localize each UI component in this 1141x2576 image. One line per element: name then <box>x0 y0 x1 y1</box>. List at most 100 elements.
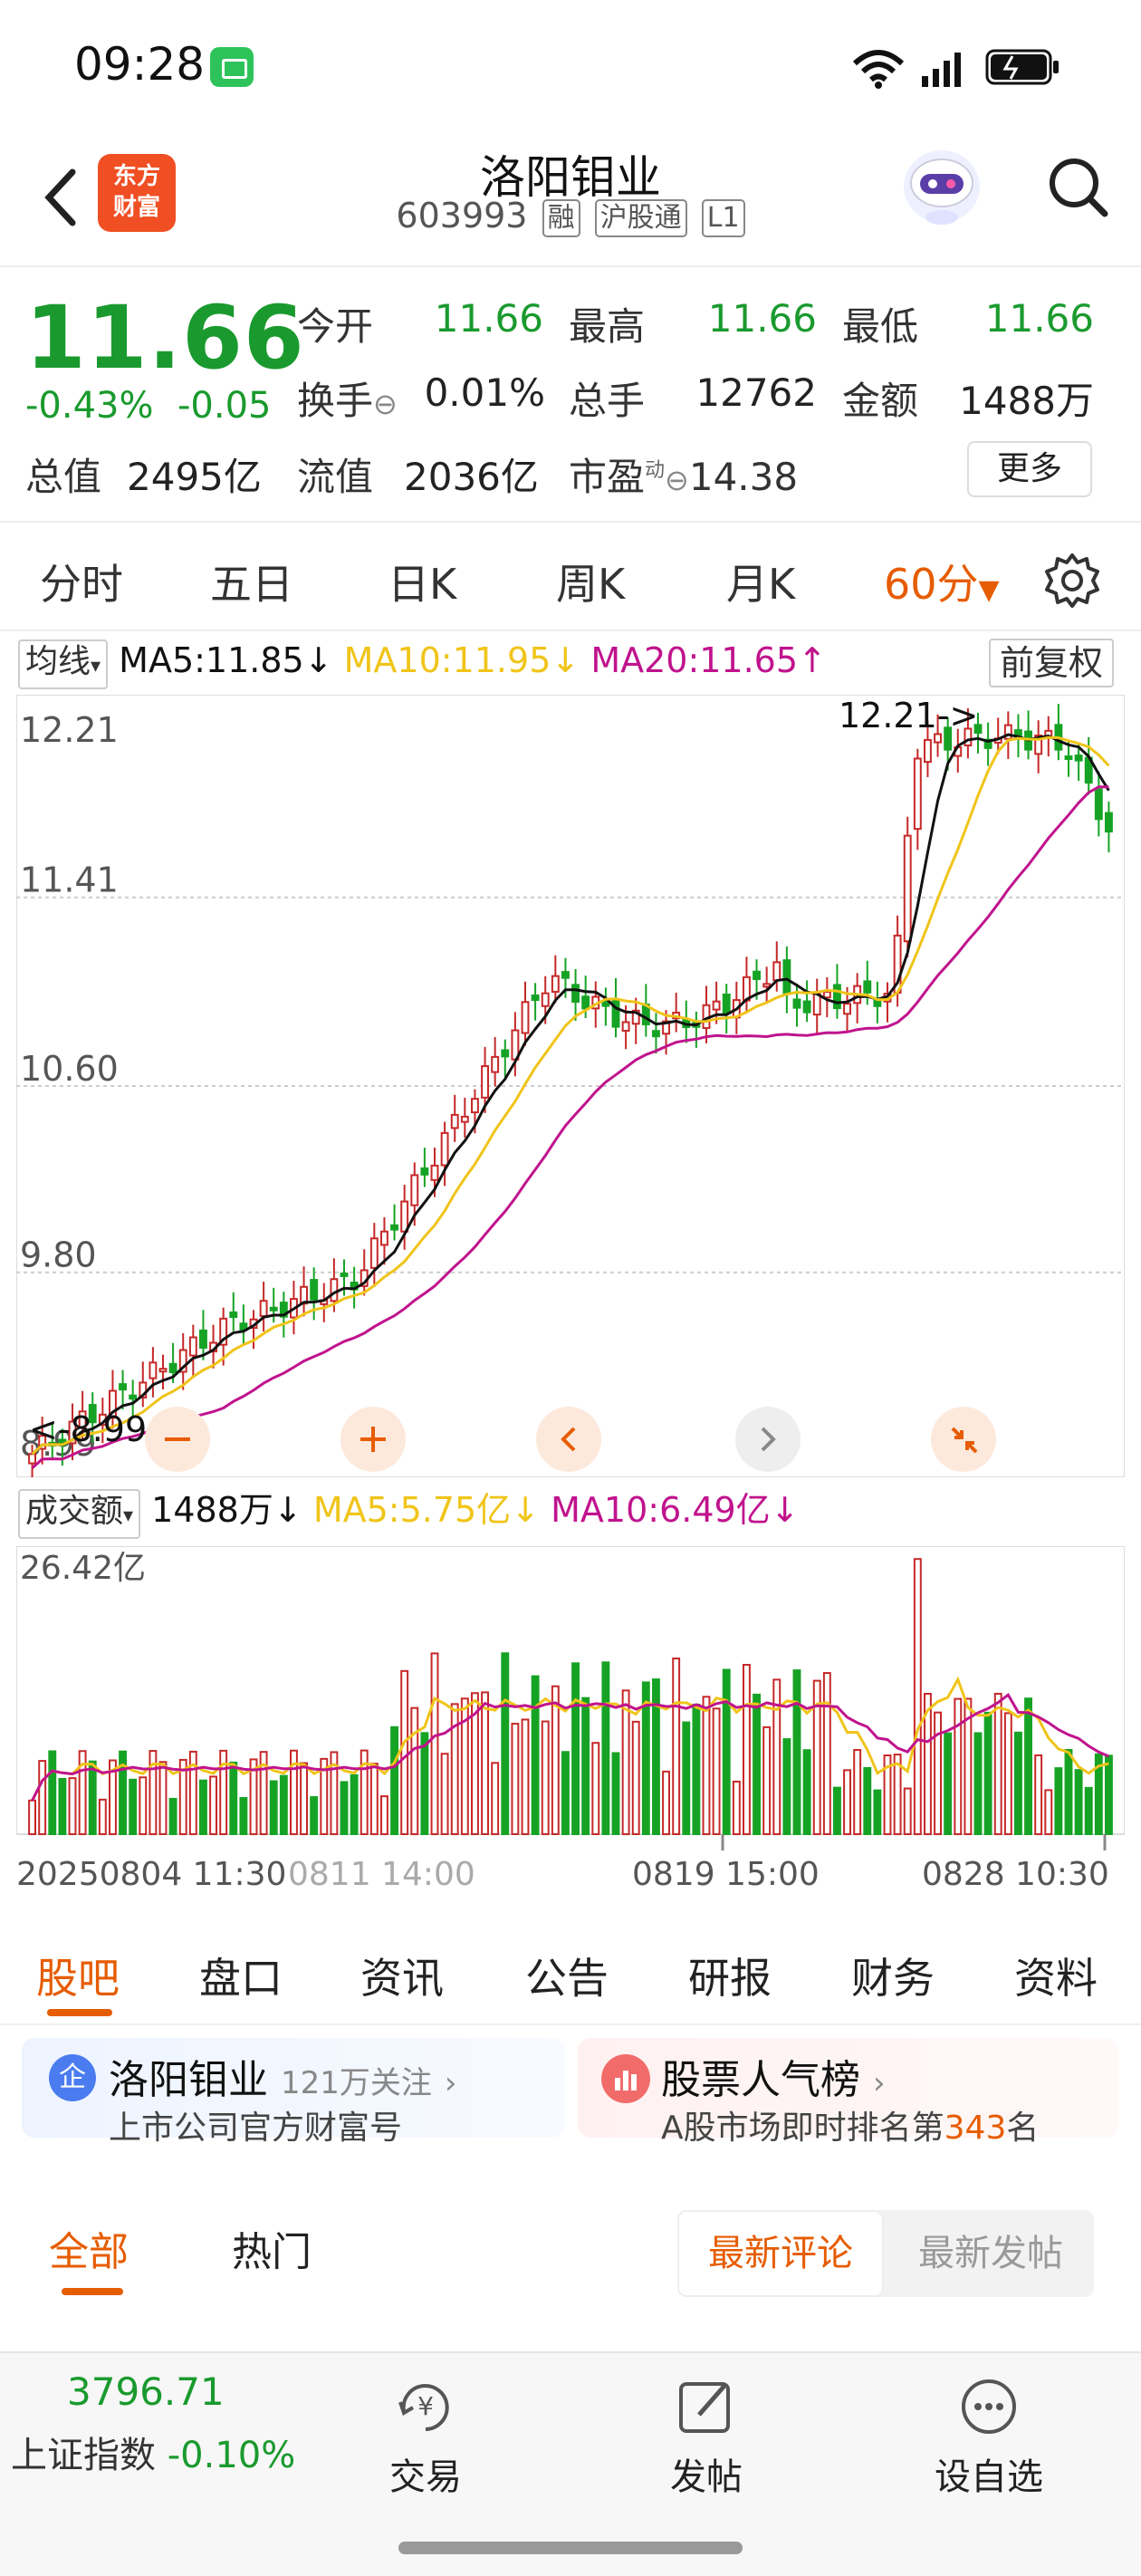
info-icon[interactable]: ⊖ <box>373 387 398 421</box>
candle-body <box>541 992 550 1007</box>
volume-bar <box>843 1769 851 1835</box>
volume-bar <box>168 1797 177 1835</box>
add-watchlist-button[interactable]: 设自选 <box>898 2375 1079 2500</box>
tab-news[interactable]: 资讯 <box>360 1954 444 2003</box>
filter-all[interactable]: 全部 <box>49 2229 129 2275</box>
volume-legend: 成交额▾ 1488万↓ MA5:5.75亿↓ MA10:6.49亿↓ <box>18 1483 800 1539</box>
ma-dropdown[interactable]: 均线▾ <box>18 639 109 689</box>
chevron-right-icon: › <box>444 2065 457 2101</box>
post-button[interactable]: 发帖 <box>616 2375 797 2500</box>
company-card[interactable]: 企 洛阳钼业 121万关注 › 上市公司官方财富号 <box>22 2038 565 2147</box>
y-tick-label: 10.60 <box>20 1049 119 1089</box>
tab-monthly-k[interactable]: 月K <box>726 560 796 609</box>
sort-latest-post[interactable]: 最新发帖 <box>918 2233 1063 2274</box>
candle-body <box>1003 724 1012 740</box>
scroll-left-icon[interactable] <box>534 1405 603 1474</box>
scroll-right-icon[interactable] <box>734 1405 802 1474</box>
volume-bar <box>450 1703 459 1835</box>
chevron-down-icon: ▼ <box>978 574 1000 606</box>
volume-bar <box>973 1732 983 1835</box>
tab-finance[interactable]: 财务 <box>851 1954 935 2003</box>
candle-body <box>229 1311 238 1319</box>
volume-bar <box>762 1725 772 1835</box>
ranking-chart-icon <box>601 2054 650 2103</box>
back-arrow-icon[interactable] <box>36 161 91 234</box>
tab-guba[interactable]: 股吧 <box>36 1954 120 2003</box>
more-button[interactable]: 更多 <box>967 441 1092 497</box>
tab-five-day[interactable]: 五日 <box>210 560 293 609</box>
volume-bar <box>581 1697 590 1835</box>
turnover-value: 0.01% <box>424 370 545 415</box>
candle-body <box>199 1329 207 1349</box>
search-icon[interactable] <box>1041 150 1114 223</box>
volume-bar <box>743 1664 751 1835</box>
trade-label: 交易 <box>389 2456 462 2498</box>
index-value[interactable]: 3796.71 <box>67 2369 225 2414</box>
candle-body <box>1064 755 1073 761</box>
volume-bar <box>1024 1697 1032 1835</box>
zoom-in-icon[interactable] <box>339 1405 408 1474</box>
logo-line2: 财富 <box>112 194 160 221</box>
signal-icon <box>922 53 961 87</box>
amount-value: 1488万 <box>959 379 1094 423</box>
index-name[interactable]: 上证指数 -0.10% <box>11 2426 295 2478</box>
candle-body <box>934 733 942 744</box>
volume-current: 1488万↓ <box>151 1490 302 1530</box>
volume-bar <box>28 1799 36 1835</box>
volume-bar <box>722 1668 731 1835</box>
volume-bar <box>239 1796 248 1836</box>
volume-bar <box>792 1669 801 1835</box>
volume-value: 12762 <box>695 370 817 415</box>
tab-intraday[interactable]: 分时 <box>40 560 123 609</box>
candle-body <box>149 1361 158 1379</box>
volume-dropdown[interactable]: 成交额▾ <box>18 1489 141 1539</box>
volume-bar <box>420 1732 429 1835</box>
stock-name: 洛阳钼业 <box>480 151 661 204</box>
low-value: 11.66 <box>984 296 1094 341</box>
period-tabs: 分时 五日 日K 周K 月K 60分▼ <box>0 524 1141 631</box>
volume-bar <box>501 1652 510 1835</box>
sort-latest-comment[interactable]: 最新评论 <box>677 2210 884 2297</box>
high-label: 最高 <box>569 304 646 349</box>
candle-body <box>109 1389 117 1419</box>
candle-body <box>722 993 731 1014</box>
zoom-out-button[interactable] <box>143 1405 212 1474</box>
popularity-card[interactable]: 股票人气榜 › A股市场即时排名第343名 <box>578 2038 1119 2147</box>
volume-bar <box>531 1675 540 1835</box>
volume-bar <box>48 1750 57 1835</box>
tab-pankou[interactable]: 盘口 <box>199 1954 283 2003</box>
volume-bar <box>772 1678 781 1835</box>
pe-info-icon[interactable]: ⊖ <box>665 463 689 497</box>
filter-hot[interactable]: 热门 <box>232 2229 312 2275</box>
volume-bar <box>551 1685 560 1835</box>
adjust-button[interactable]: 前复权 <box>989 639 1115 687</box>
tab-profile[interactable]: 资料 <box>1014 1954 1098 2003</box>
volume-bar <box>310 1796 319 1836</box>
popularity-card-title: 股票人气榜 › <box>661 2047 886 2105</box>
volume-bar <box>964 1697 973 1835</box>
popularity-title-text: 股票人气榜 <box>661 2057 860 2103</box>
volume-bar <box>249 1758 258 1835</box>
volume-bar <box>259 1751 268 1835</box>
max-price-label: 12.21-> <box>839 696 978 735</box>
volume-bar <box>430 1652 439 1835</box>
volume-bar <box>732 1780 741 1836</box>
vol-ma10-line <box>31 1692 1109 1802</box>
tab-weekly-k[interactable]: 周K <box>556 560 626 609</box>
volume-current-value: 1488万 <box>151 1490 273 1530</box>
tab-announcements[interactable]: 公告 <box>525 1954 609 2003</box>
volume-bar <box>129 1778 138 1836</box>
trade-button[interactable]: ¥ 交易 <box>335 2375 516 2500</box>
tab-60min[interactable]: 60分▼ <box>884 552 1000 611</box>
shrink-icon[interactable] <box>929 1405 998 1474</box>
volume-bar <box>158 1761 168 1835</box>
candle-body <box>28 1453 36 1465</box>
ai-robot-icon[interactable] <box>896 141 987 232</box>
volume-bar <box>350 1773 359 1835</box>
candle-body <box>188 1336 197 1357</box>
tab-research[interactable]: 研报 <box>688 1954 772 2003</box>
volume-chart[interactable]: 26.42亿 20250804 11:30 0811 14:00 0819 15:00… <box>16 1546 1125 1910</box>
tab-daily-k[interactable]: 日K <box>388 560 457 609</box>
gear-icon[interactable] <box>1043 552 1101 610</box>
